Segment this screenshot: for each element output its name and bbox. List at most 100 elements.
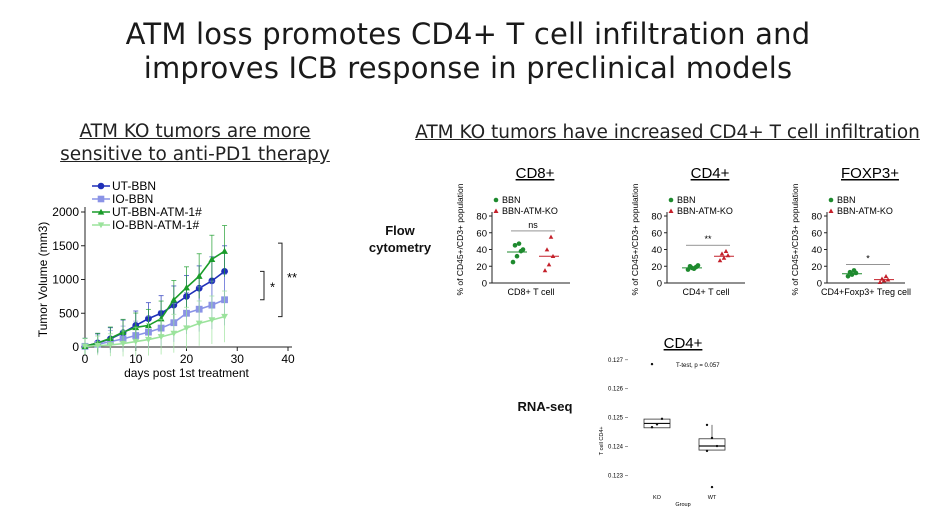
legend-marker-bbn [493,197,499,203]
rnaseq-box-chart: CD4+ T-test, p = 0.057 0.123 0.124 0.125 0.12… [599,335,726,508]
chart-title: CD4+ [664,335,703,352]
data-point [695,263,701,268]
data-point [851,268,857,273]
data-point [650,426,654,429]
chart-title: FOXP3+ [841,165,899,182]
x-axis-label: CD4+Foxp3+ Treg cell [821,287,911,297]
y-axis-label: % of CD45+/CD3+ population [790,183,800,295]
data-point [183,284,190,291]
x-tick-label: 30 [231,352,245,366]
data-point [705,423,709,427]
data-point [685,267,691,272]
x-tick-label: 0 [82,352,89,366]
y-tick-label: 0.123 [608,474,624,480]
data-point [157,315,165,322]
data-point [195,320,203,327]
significance-label: ** [704,234,712,244]
legend-marker-ko [828,208,834,213]
data-point [542,268,548,273]
data-point [877,279,883,285]
legend-label: IO-BBN [112,192,153,206]
legend-marker [97,208,105,215]
x-tick-label: 20 [180,352,194,366]
y-tick-label: 0 [817,279,822,290]
y-tick-label: 20 [651,262,662,273]
x-axis-label: CD8+ T cell [508,287,555,297]
data-point [721,255,727,260]
legend-label-ko: BBN-ATM-KO [502,206,558,216]
y-tick-label: 500 [59,306,79,320]
data-point [514,253,520,259]
page-title-line2: improves ICB response in preclinical mod… [143,51,793,85]
data-point [845,274,851,279]
data-point [221,313,228,321]
data-point [221,247,228,254]
x-axis-label: days post 1st treatment [124,366,249,380]
data-point [548,234,554,239]
y-axis-label: Tumor Volume (mm3) [36,222,50,338]
data-point [132,338,140,345]
data-point [660,417,664,421]
legend-label-bbn: BBN [502,195,521,205]
y-tick-label: 40 [651,245,662,256]
data-point [183,325,190,332]
data-point [81,343,89,350]
legend-label: UT-BBN-ATM-1# [112,205,202,219]
y-tick-label: 60 [651,228,662,239]
significance-label: * [866,253,870,263]
legend-marker-ko [668,208,674,213]
box [698,438,726,451]
flow-label-line1: Flow [385,223,415,238]
x-tick-label: WT [708,495,717,501]
x-axis-label: Group [675,502,690,508]
y-tick-label: 60 [811,228,822,239]
y-tick-label: 0 [482,279,487,290]
legend-label-bbn: BBN [837,195,856,205]
flow-label-line2: cytometry [368,240,432,255]
data-point [655,423,659,426]
significance-label: ns [528,220,538,230]
data-point [719,251,725,256]
y-tick-label: 20 [476,262,487,273]
x-axis-label: CD4+ T cell [683,287,730,297]
significance-2: ** [287,270,297,285]
left-section-heading-line1: ATM KO tumors are more [79,121,311,142]
data-point [687,263,693,269]
data-point [145,336,152,343]
legend-marker [97,222,105,229]
series-line-3 [84,250,225,348]
cd4-scatter-chart: CD4+ 0 20 40 60 80 CD4+ T cell % of CD45+/CD3+ … [630,165,745,297]
bracket-1 [260,270,265,301]
data-point [510,259,516,265]
foxp3-scatter-chart: FOXP3+ 0 20 40 60 80 CD4+Foxp3+ Treg cell % of … [790,165,911,297]
data-point [157,334,165,341]
legend-marker-bbn [828,197,834,203]
y-tick-label: 1500 [52,239,79,253]
x-tick-label: KO [653,495,662,501]
data-point [715,444,719,448]
y-tick-label: 20 [811,262,822,273]
y-tick-label: 0.124 [608,445,624,451]
chart-title: CD8+ [516,165,555,182]
legend-label: IO-BBN-ATM-1# [112,218,199,232]
data-point [94,342,102,350]
data-point [883,274,889,279]
rnaseq-label: RNA-seq [517,399,573,414]
data-point [208,255,216,262]
series-line-1 [84,270,226,348]
data-point [512,243,518,248]
legend-marker-ko [493,208,499,213]
legend-label-ko: BBN-ATM-KO [677,206,733,216]
y-axis-label: % of CD45+/CD3+ population [630,183,640,295]
y-tick-label: 40 [811,245,822,256]
y-tick-label: 80 [476,212,487,223]
data-point [705,449,709,453]
data-point [710,485,714,489]
y-axis-label: % of CD45+/CD3+ population [455,183,465,295]
y-tick-label: 1000 [52,273,79,287]
data-point [544,247,550,252]
y-tick-label: 80 [651,212,662,223]
data-point [106,342,114,349]
flow-cytometry-label: Flow cytometry [350,222,450,256]
data-point [195,272,203,279]
